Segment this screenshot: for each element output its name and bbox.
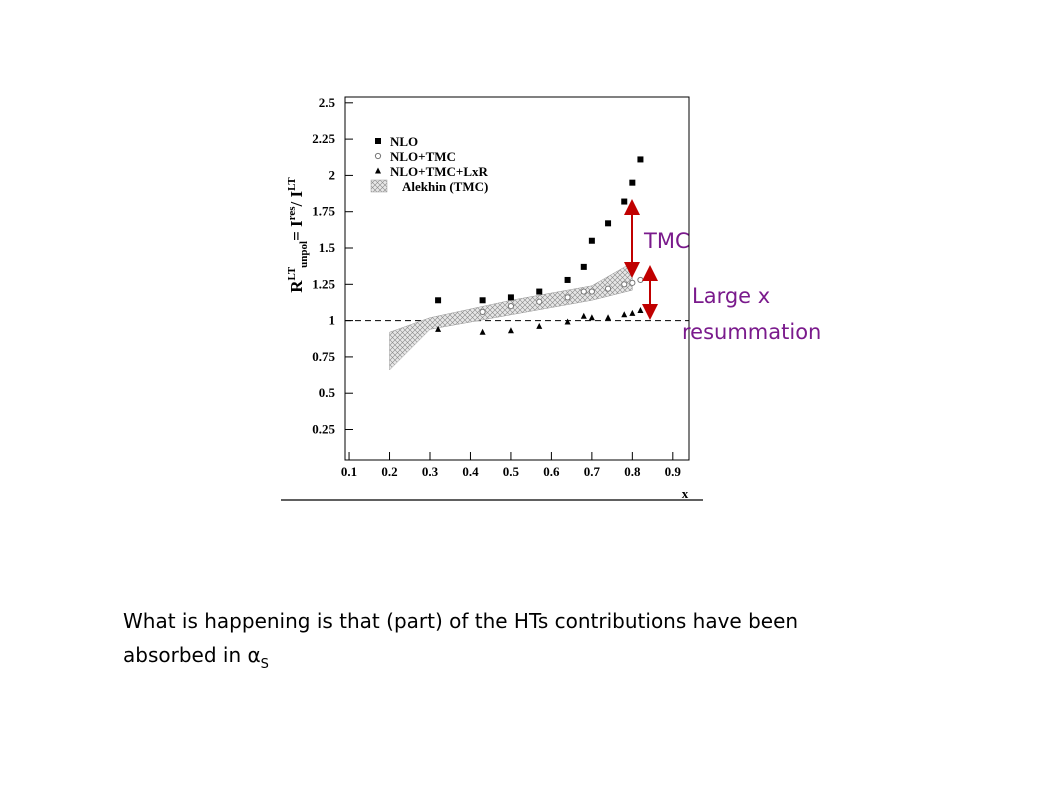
caption-text: absorbed in [123, 643, 247, 667]
point [621, 281, 628, 288]
point [479, 328, 486, 335]
point [629, 279, 636, 286]
point [637, 156, 644, 163]
point [629, 309, 636, 316]
y-axis-label-part: R [287, 280, 306, 293]
point [588, 237, 595, 244]
x-axis-label: x [682, 486, 689, 501]
y-tick-label: 0.5 [319, 385, 336, 400]
point [580, 288, 587, 295]
point [637, 306, 644, 313]
point [536, 322, 543, 329]
point [604, 285, 612, 292]
point [629, 179, 636, 186]
y-tick-label: 1 [329, 313, 336, 328]
y-tick-label: 0.25 [312, 422, 335, 437]
annotation: Large x [692, 284, 770, 308]
y-tick-label: 2 [329, 167, 336, 182]
point [580, 263, 587, 270]
x-tick-label: 0.7 [584, 464, 601, 479]
x-tick-label: 0.5 [503, 464, 520, 479]
band [389, 262, 633, 371]
point [621, 311, 628, 318]
y-axis-label-part: / I [287, 191, 306, 208]
x-tick-label: 0.3 [422, 464, 439, 479]
caption: absorbed in αS [123, 643, 269, 672]
legend-marker [374, 152, 382, 160]
x-tick-label: 0.8 [624, 464, 641, 479]
x-tick-label: 0.1 [341, 464, 357, 479]
caption: What is happening is that (part) of the … [123, 609, 798, 633]
point [536, 288, 543, 295]
y-tick-label: 2.25 [312, 131, 335, 146]
y-axis-label-part: res [286, 206, 298, 221]
legend-label: NLO [390, 134, 418, 149]
x-tick-label: 0.6 [543, 464, 560, 479]
x-tick-label: 0.4 [462, 464, 479, 479]
plot-frame [344, 96, 690, 461]
y-tick-label: 0.75 [312, 349, 335, 364]
point [507, 294, 514, 301]
y-axis-label: RLTunpol= Ires/ ILT [286, 177, 310, 293]
caption-subscript: S [261, 657, 269, 672]
y-axis-label-part: = I [287, 220, 306, 241]
point [479, 308, 486, 315]
legend-marker [375, 138, 381, 144]
caption-symbol: α [247, 643, 260, 667]
point [564, 318, 571, 325]
point [564, 294, 571, 301]
y-axis-label-part: unpol [298, 241, 310, 268]
x-tick-label: 0.2 [381, 464, 397, 479]
point [637, 276, 644, 284]
y-tick-label: 1.5 [319, 240, 336, 255]
point [605, 314, 612, 321]
annotation: TMC [643, 229, 690, 253]
point [507, 302, 515, 310]
point [536, 298, 543, 305]
plot: 0.25 0.5 0.75 1 1.25 1.5 1.75 2 2.25 2.5 0.1 0.2 0.3… [286, 95, 690, 501]
y-axis-label-part: LT [286, 177, 298, 191]
point [580, 312, 587, 319]
annotation: resummation [682, 320, 821, 344]
legend-label: NLO+TMC [390, 149, 456, 164]
point [588, 314, 595, 321]
point [507, 327, 514, 334]
point [479, 297, 486, 304]
point [605, 220, 612, 227]
y-tick-label: 2.5 [319, 95, 336, 110]
y-tick-label: 1.25 [312, 276, 335, 291]
point [621, 198, 628, 205]
legend-label: Alekhin (TMC) [402, 179, 488, 194]
legend-swatch [370, 179, 388, 193]
x-tick-label: 0.9 [665, 464, 682, 479]
y-tick-label: 1.75 [312, 204, 335, 219]
point [564, 276, 571, 283]
y-axis-label-part: LT [286, 266, 298, 280]
legend-label: NLO+TMC+LxR [390, 164, 488, 179]
point [435, 297, 442, 304]
legend-marker [375, 167, 381, 174]
point [588, 288, 595, 295]
point [435, 325, 442, 332]
